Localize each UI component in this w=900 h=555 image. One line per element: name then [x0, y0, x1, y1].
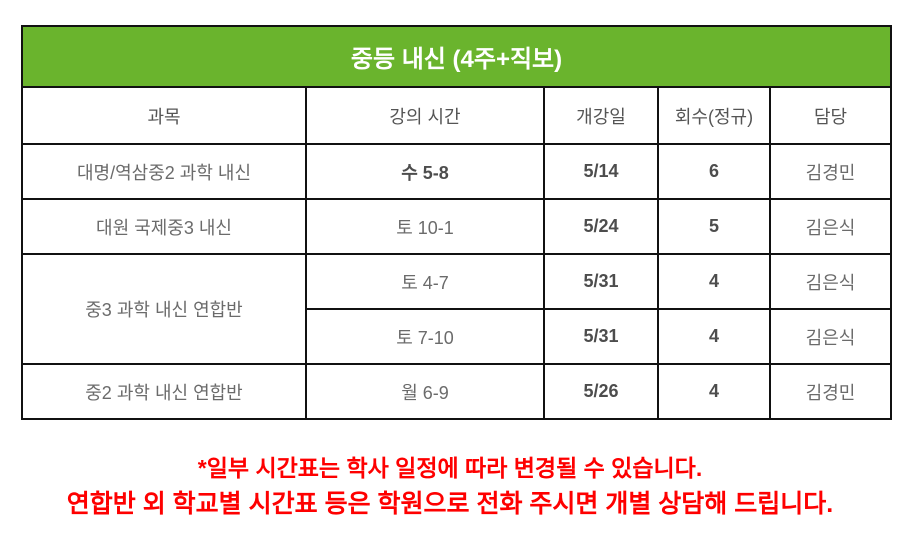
table-row: 중2 과학 내신 연합반 월 6-9 5/26 4 김경민 [21, 363, 893, 420]
table-row: 토 7-10 5/31 4 김은식 [22, 308, 893, 365]
column-header-teacher: 담당 [768, 86, 893, 145]
time-cell: 수 5-8 [305, 143, 545, 200]
start-date-cell: 5/31 [543, 308, 659, 365]
time-cell: 월 6-9 [305, 363, 545, 420]
sessions-cell: 5 [657, 198, 771, 255]
column-header-subject: 과목 [21, 86, 307, 145]
table-row: 대원 국제중3 내신 토 10-1 5/24 5 김은식 [21, 198, 893, 255]
subject-cell: 대명/역삼중2 과학 내신 [21, 143, 307, 200]
subject-cell: 중2 과학 내신 연합반 [21, 363, 307, 420]
start-date-cell: 5/31 [543, 253, 659, 310]
start-date-cell: 5/26 [543, 363, 659, 420]
time-cell: 토 7-10 [305, 308, 545, 365]
time-cell: 토 10-1 [305, 198, 545, 255]
notice-block: *일부 시간표는 학사 일정에 따라 변경될 수 있습니다. 연합반 외 학교별… [0, 452, 900, 524]
teacher-cell: 김경민 [768, 143, 893, 200]
column-header-sessions: 회수(정규) [657, 86, 771, 145]
sessions-cell: 4 [657, 363, 771, 420]
table-row: 대명/역삼중2 과학 내신 수 5-8 5/14 6 김경민 [21, 143, 893, 200]
subject-cell-merged: 중3 과학 내신 연합반 [21, 253, 307, 365]
column-header-time: 강의 시간 [305, 86, 545, 145]
notice-line-1: *일부 시간표는 학사 일정에 따라 변경될 수 있습니다. [197, 455, 703, 481]
class-schedule-table: 중등 내신 (4주+직보) 과목 강의 시간 개강일 회수(정규) 담당 대명/… [20, 25, 893, 420]
time-cell: 토 4-7 [305, 253, 545, 310]
table-title-row: 중등 내신 (4주+직보) [20, 25, 893, 88]
start-date-cell: 5/24 [543, 198, 659, 255]
teacher-cell: 김경민 [768, 363, 893, 420]
subject-cell: 대원 국제중3 내신 [21, 198, 307, 255]
table-title: 중등 내신 (4주+직보) [20, 25, 893, 88]
start-date-cell: 5/14 [543, 143, 659, 200]
teacher-cell: 김은식 [768, 308, 893, 365]
notice-line-2: 연합반 외 학교별 시간표 등은 학원으로 전화 주시면 개별 상담해 드립니다… [66, 490, 834, 518]
sessions-cell: 6 [657, 143, 771, 200]
teacher-cell: 김은식 [768, 198, 893, 255]
teacher-cell: 김은식 [768, 253, 893, 310]
table-header-row: 과목 강의 시간 개강일 회수(정규) 담당 [21, 86, 893, 145]
table-row: 중3 과학 내신 연합반 토 4-7 5/31 4 김은식 [21, 253, 893, 365]
sessions-cell: 4 [657, 253, 771, 310]
column-header-start-date: 개강일 [543, 86, 659, 145]
sessions-cell: 4 [657, 308, 771, 365]
